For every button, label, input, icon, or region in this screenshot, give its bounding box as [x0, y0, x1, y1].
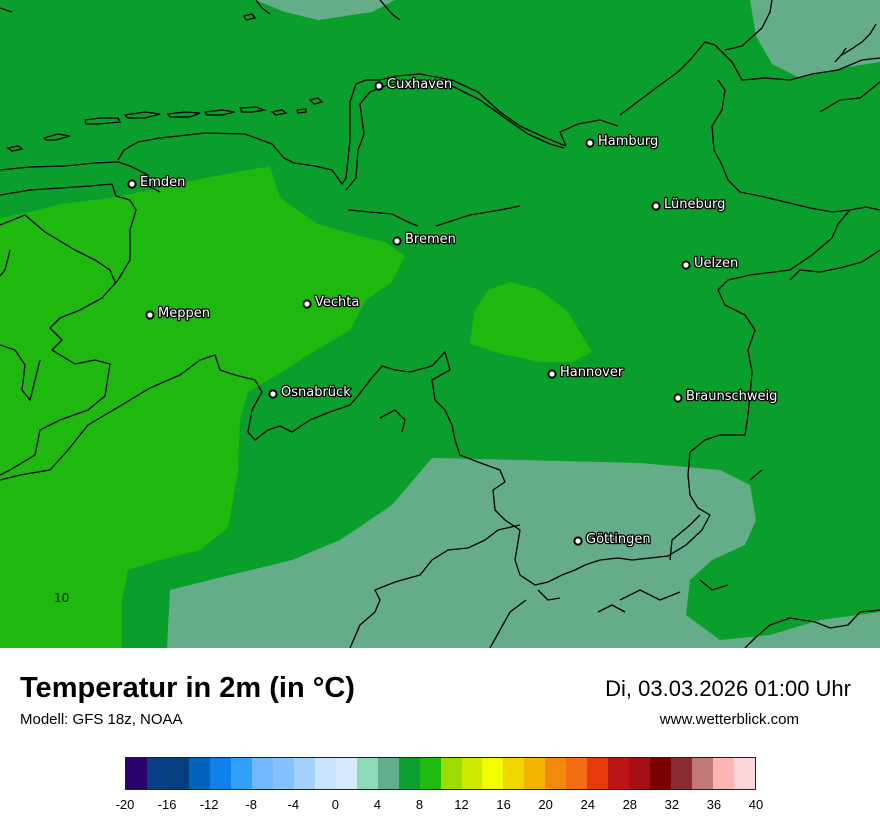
colorbar-segment — [671, 758, 693, 789]
city-cuxhaven[interactable]: Cuxhaven — [374, 76, 453, 93]
temperature-zone-4-6-northeast — [750, 0, 880, 78]
colorbar-tick-label: 36 — [706, 797, 722, 812]
colorbar-segment — [188, 758, 210, 789]
colorbar-tick-label: 0 — [331, 797, 339, 812]
city-osnabrück[interactable]: Osnabrück — [268, 384, 352, 401]
colorbar-segment — [377, 758, 399, 789]
city-marker-dot — [651, 201, 661, 211]
colorbar-segment — [461, 758, 483, 789]
colorbar-tick-label: -4 — [287, 797, 300, 812]
colorbar-segment — [272, 758, 294, 789]
colorbar-segment — [146, 758, 168, 789]
city-label: Vechta — [315, 295, 359, 310]
city-label: Braunschweig — [686, 389, 777, 404]
city-label: Hannover — [560, 365, 624, 380]
city-label: Meppen — [158, 306, 210, 321]
city-lüneburg[interactable]: Lüneburg — [651, 196, 727, 213]
city-marker-dot — [392, 236, 402, 246]
city-label: Cuxhaven — [387, 77, 452, 92]
city-markers: Cuxhaven Hamburg Emden Lüneburg Bremen Uelzen… — [127, 76, 779, 548]
colorbar-segment — [650, 758, 672, 789]
colorbar-segment — [629, 758, 651, 789]
temperature-colorbar — [125, 757, 756, 790]
colorbar-tick-label: 8 — [415, 797, 424, 812]
colorbar-segment — [335, 758, 357, 789]
colorbar-ticks: -20 -16 -12 -8 -4 0 4 8 12 16 20 24 28 32 36 40 — [116, 797, 764, 815]
city-marker-dot — [681, 260, 691, 270]
colorbar-tick-label: 40 — [748, 797, 764, 812]
colorbar-segment — [251, 758, 273, 789]
city-bremen[interactable]: Bremen — [392, 231, 457, 248]
colorbar-segment — [167, 758, 189, 789]
colorbar-segment — [503, 758, 525, 789]
tiny-dot — [72, 582, 76, 586]
city-marker-dot — [573, 536, 583, 546]
colorbar-segment — [126, 758, 147, 789]
colorbar-segment — [692, 758, 714, 789]
colorbar-segment — [545, 758, 567, 789]
colorbar-tick-label: 4 — [373, 797, 382, 812]
city-label: Emden — [140, 175, 185, 190]
city-uelzen[interactable]: Uelzen — [681, 255, 739, 272]
colorbar-tick-label: -8 — [245, 797, 257, 812]
chart-title: Temperatur in 2m (in °C) — [20, 672, 355, 704]
city-emden[interactable]: Emden — [127, 174, 187, 191]
website-link[interactable]: www.wetterblick.com — [659, 711, 799, 728]
model-info: Modell: GFS 18z, NOAA — [20, 711, 183, 728]
city-label: Göttingen — [586, 532, 651, 547]
colorbar-tick-label: 32 — [664, 797, 680, 812]
temperature-zone-4-6-south — [167, 458, 880, 648]
city-braunschweig[interactable]: Braunschweig — [673, 388, 779, 405]
city-label: Bremen — [405, 232, 456, 247]
city-label: Osnabrück — [281, 385, 351, 400]
colorbar-segment — [440, 758, 462, 789]
colorbar-segment — [398, 758, 420, 789]
contour-label-10: 10 — [54, 591, 69, 605]
colorbar-segment — [209, 758, 231, 789]
colorbar-segment — [314, 758, 336, 789]
city-hamburg[interactable]: Hamburg — [585, 133, 660, 150]
temperature-zone-8-10-hannover — [470, 282, 592, 362]
city-marker-dot — [673, 393, 683, 403]
colorbar-segment — [230, 758, 252, 789]
colorbar-tick-label: -16 — [157, 797, 177, 812]
city-vechta[interactable]: Vechta — [302, 294, 361, 311]
colorbar-segment — [587, 758, 609, 789]
colorbar-segment — [293, 758, 315, 789]
colorbar-tick-label: 28 — [622, 797, 638, 812]
borders — [0, 0, 880, 648]
colorbar-tick-label: -12 — [199, 797, 219, 812]
city-marker-dot — [374, 81, 384, 91]
city-label: Uelzen — [694, 256, 738, 271]
islands — [6, 13, 324, 152]
colorbar-segment — [734, 758, 756, 789]
forecast-datetime: Di, 03.03.2026 01:00 Uhr — [605, 676, 851, 701]
city-marker-dot — [145, 310, 155, 320]
colorbar-segment — [419, 758, 441, 789]
city-marker-dot — [302, 299, 312, 309]
colorbar-tick-label: 12 — [454, 797, 469, 812]
city-marker-dot — [585, 138, 595, 148]
colorbar-tick-label: -20 — [115, 797, 135, 812]
city-hannover[interactable]: Hannover — [547, 364, 625, 381]
temperature-zone-8-10-west — [0, 166, 405, 648]
city-label: Hamburg — [598, 134, 658, 149]
colorbar-segment — [566, 758, 588, 789]
colorbar-segment — [356, 758, 378, 789]
city-göttingen[interactable]: Göttingen — [573, 531, 652, 548]
colorbar-segment — [713, 758, 735, 789]
city-marker-dot — [268, 389, 278, 399]
colorbar-tick-label: 24 — [580, 797, 595, 812]
temperature-map[interactable]: 10 Cuxhaven Hamburg Emden Lüneburg Bremen Uel… — [0, 0, 880, 648]
temperature-zone-4-6-north — [255, 0, 395, 20]
city-marker-dot — [547, 369, 557, 379]
colorbar-segment — [482, 758, 504, 789]
city-marker-dot — [127, 179, 137, 189]
colorbar-tick-label: 20 — [538, 797, 553, 812]
city-label: Lüneburg — [664, 197, 725, 212]
colorbar-segment — [524, 758, 546, 789]
colorbar-tick-label: 16 — [496, 797, 511, 812]
city-meppen[interactable]: Meppen — [145, 305, 211, 322]
colorbar-segment — [608, 758, 630, 789]
